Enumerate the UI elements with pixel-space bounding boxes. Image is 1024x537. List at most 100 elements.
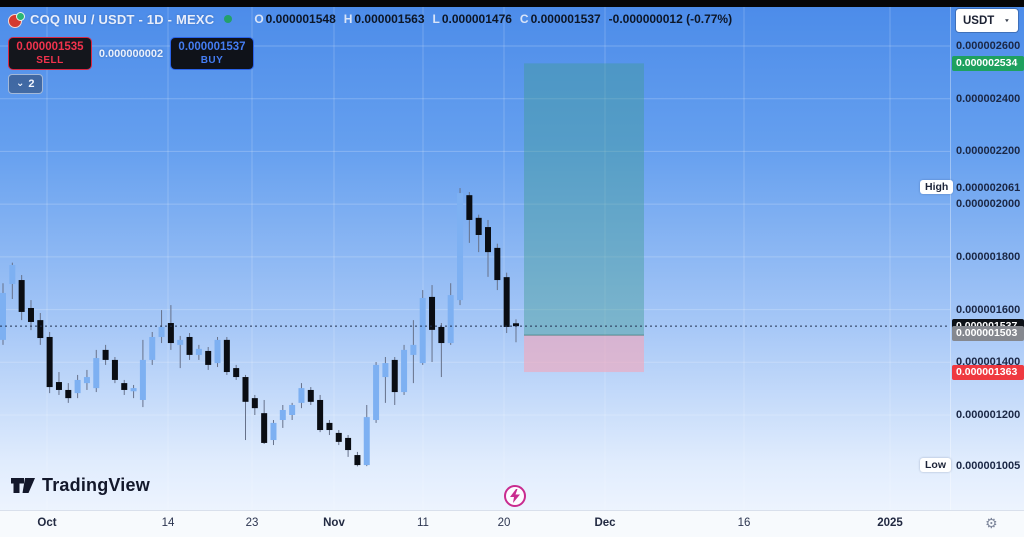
candle-down [233,368,240,378]
candle-up [83,377,90,384]
candle-down [251,398,258,409]
candle-up [279,409,286,421]
candle-down [111,359,118,380]
time-axis-label: Oct [37,517,57,529]
time-axis-label: 11 [417,517,429,529]
price-axis-label: 0.000002061 [956,182,1021,195]
candle-up [419,297,426,364]
high-label: H [343,12,353,26]
candle-up [130,388,137,392]
candle-up [214,339,221,364]
currency-dropdown-button[interactable]: USDT ▼ [956,9,1018,32]
sell-label: SELL [36,54,64,66]
low-value: 0.000001476 [441,12,512,26]
candle-down [326,422,333,431]
candle-down [55,382,62,390]
candle-down [354,455,361,466]
candle-down [102,349,109,360]
symbol-title[interactable]: COQ INU / USDT - 1D - MEXC [30,11,215,27]
candle-down [121,383,128,390]
candle-up [149,336,156,360]
price-badge-stop: 0.000001363 [952,364,1024,380]
candle-up [177,339,184,345]
change-value: -0.000000012 (-0.77%) [608,12,733,26]
price-axis-label: 0.000002600 [956,40,1021,52]
time-axis-label: 14 [161,517,175,529]
price-axis-label: 0.000001005 [956,460,1021,473]
buy-button[interactable]: 0.000001537 BUY [170,37,254,70]
candle-down [503,277,510,327]
time-axis-label: 23 [245,517,259,529]
coin-logo-icon [8,11,25,28]
low-label: L [432,12,440,26]
price-badge-entry: 0.000001503 [952,325,1024,341]
collapse-panel-button[interactable]: ⌄ 2 [8,74,43,94]
tradingview-wordmark: TradingView [42,474,150,495]
open-label: O [254,12,264,26]
candle-up [158,326,165,337]
candle-down [438,326,445,344]
candle-up [9,265,16,285]
sell-price: 0.000001535 [16,40,84,53]
flash-event-marker[interactable] [504,485,526,507]
trade-panel: 0.000001535 SELL 0.000000002 0.000001537… [8,37,254,70]
gear-icon[interactable]: ⚙ [985,515,998,531]
candle-down [345,437,352,451]
price-axis-label: 0.000001600 [956,303,1021,316]
candle-up [139,359,146,400]
candle-up [457,193,464,301]
time-axis-label: 2025 [877,517,903,529]
candle-down [335,432,342,442]
price-axis-separator [950,7,951,510]
candle-down [167,323,174,344]
candle-up [270,422,277,441]
candle-down [18,280,25,312]
candle-down [429,296,436,330]
time-axis[interactable]: Oct 14 23 Nov 11 20 Dec 16 2025 ⚙ [0,510,1024,537]
candle-down [475,217,482,235]
ohlc-readout: O 0.000001548 H 0.000001563 L 0.00000147… [254,12,732,26]
price-axis-label: 0.000002200 [956,145,1021,158]
candle-up [93,358,100,389]
candle-down [485,227,492,253]
window-top-strip [0,0,1024,7]
dropdown-arrow-icon: ▼ [1003,17,1011,24]
buy-price: 0.000001537 [178,40,246,53]
currency-label: USDT [963,14,995,27]
candle-down [46,336,53,388]
candle-up [298,388,305,403]
price-axis-label: 0.000002400 [956,92,1021,105]
time-axis-label: 20 [497,517,511,529]
candle-down [512,323,519,327]
candle-down [205,350,212,365]
price-axis-label: 0.000002000 [956,198,1021,211]
price-axis-label: 0.000001800 [956,250,1021,263]
candle-up [447,295,454,344]
candle-up [410,344,417,355]
candle-down [27,307,34,322]
candle-down [223,339,230,373]
candle-down [37,320,44,339]
market-status-dot-icon [224,15,233,23]
position-loss-zone[interactable] [524,335,644,373]
candle-up [289,404,296,415]
high-value: 0.000001563 [354,12,425,26]
candle-up [195,348,202,355]
high-side-badge: High [920,180,954,195]
candle-up [382,363,389,378]
position-profit-zone[interactable] [524,63,644,336]
time-axis-label: 16 [737,517,751,529]
tradingview-logo[interactable]: TradingView [10,473,150,497]
candle-down [242,377,249,402]
candle-up [74,379,81,394]
price-axis-label: 0.000001200 [956,408,1021,421]
candle-up [363,417,370,466]
candle-down [261,413,268,443]
spread-value: 0.000000002 [98,47,164,60]
close-label: C [519,12,529,26]
candle-down [317,399,324,431]
sell-button[interactable]: 0.000001535 SELL [8,37,92,70]
low-side-badge: Low [920,458,951,473]
